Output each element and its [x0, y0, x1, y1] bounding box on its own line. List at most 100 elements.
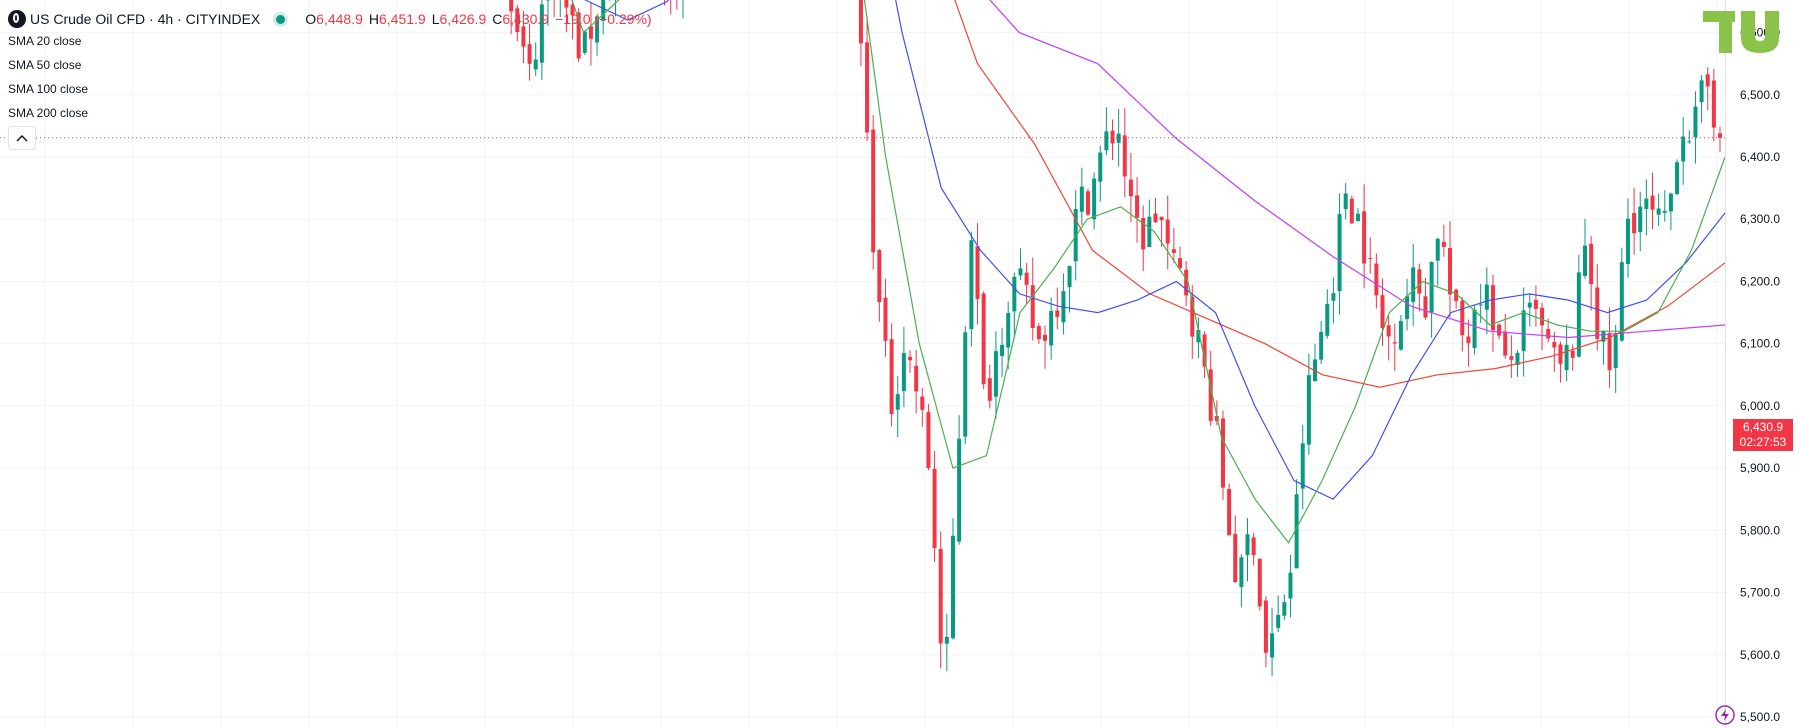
y-tick-label: 5,800.0 — [1740, 523, 1780, 537]
candle-body — [1472, 309, 1477, 348]
candle-body — [1552, 342, 1557, 348]
candle-body — [1220, 418, 1225, 488]
indicator-sma50[interactable]: SMA 50 close — [8, 58, 82, 72]
candle-body — [1325, 304, 1330, 336]
candle-body — [1405, 296, 1410, 319]
candle-body — [1079, 186, 1084, 212]
chevron-up-icon — [16, 134, 28, 142]
candle-body — [1282, 602, 1287, 616]
candle-body — [1699, 80, 1704, 103]
candle-body — [539, 4, 544, 63]
sma200-line — [989, 0, 1726, 339]
candle-body — [871, 129, 876, 253]
candle-body — [564, 0, 569, 8]
sma20-line — [571, 0, 1726, 544]
candle-body — [1632, 213, 1637, 234]
symbol-title[interactable]: US Crude Oil CFD · 4h · CITYINDEX — [30, 11, 261, 27]
candle-body — [1417, 269, 1422, 294]
change-value: −19.0 (−0.29%) — [555, 11, 652, 27]
tradingview-logo — [1703, 11, 1779, 53]
candle-body — [1423, 296, 1428, 318]
candle-body — [1110, 130, 1115, 144]
y-tick-label: 6,300.0 — [1740, 212, 1780, 226]
candle-body — [1711, 80, 1716, 128]
candle-body — [944, 636, 949, 644]
candle-body — [1030, 285, 1035, 329]
candle-body — [895, 394, 900, 410]
candle-body — [1619, 262, 1624, 341]
candle-body — [1662, 210, 1667, 213]
candle-body — [1515, 352, 1520, 365]
candle-body — [1466, 336, 1471, 344]
collapse-legend-button[interactable] — [8, 126, 36, 150]
candle-body — [1540, 307, 1545, 326]
y-tick-label: 5,700.0 — [1740, 586, 1780, 600]
candle-body — [1178, 258, 1183, 269]
candle-body — [1435, 238, 1440, 261]
candle-body — [515, 8, 520, 33]
candle-body — [533, 59, 538, 70]
indicator-sma100[interactable]: SMA 100 close — [8, 82, 89, 96]
candle-body — [1245, 534, 1250, 556]
open-label: O — [305, 11, 317, 27]
candle-body — [595, 16, 600, 43]
candle-body — [1153, 213, 1158, 223]
candle-body — [987, 378, 992, 401]
candle-body — [1448, 248, 1453, 295]
symbol-logo-icon — [8, 10, 26, 28]
lightning-icon[interactable] — [1714, 704, 1736, 726]
candle-body — [1509, 356, 1514, 360]
candle-body — [1693, 106, 1698, 138]
y-tick-label: 5,900.0 — [1740, 461, 1780, 475]
candle-body — [1355, 213, 1360, 222]
last-price-value: 6,430.9 — [1742, 420, 1784, 434]
candle-body — [1398, 321, 1403, 350]
market-open-dot-icon — [276, 14, 286, 24]
high-label: H — [368, 11, 379, 27]
candle-body — [1527, 302, 1532, 308]
candle-body — [932, 468, 937, 549]
close-label: C — [492, 11, 503, 27]
y-tick-label: 6,200.0 — [1740, 274, 1780, 288]
candle-body — [1533, 299, 1538, 309]
candle-body — [1576, 272, 1581, 357]
candle-body — [1270, 633, 1275, 658]
candle-body — [1098, 152, 1103, 182]
candle-body — [601, 0, 606, 21]
candle-body — [1497, 324, 1502, 336]
candle-body — [981, 293, 986, 385]
candle-body — [582, 31, 587, 53]
candle-body — [969, 240, 974, 330]
close-value: 6,430.9 — [502, 11, 550, 27]
candle-body — [1135, 195, 1140, 218]
candle-body — [1055, 310, 1060, 317]
candle-body — [1644, 198, 1649, 209]
candle-body — [1638, 206, 1643, 233]
candle-body — [1478, 304, 1483, 306]
candle-body — [1116, 133, 1121, 143]
candle-body — [901, 353, 906, 392]
candle-body — [1288, 572, 1293, 599]
candle-body — [1625, 218, 1630, 265]
candle-body — [1319, 331, 1324, 360]
candle-body — [1349, 198, 1354, 224]
candle-body — [1386, 325, 1391, 337]
candle-body — [1024, 272, 1029, 285]
candle-body — [1570, 350, 1575, 358]
chart-legend-header: US Crude Oil CFD · 4h · CITYINDEX O 6,448… — [8, 8, 652, 30]
y-tick-label: 6,500.0 — [1740, 88, 1780, 102]
candle-body — [1263, 600, 1268, 653]
candle-body — [1202, 334, 1207, 367]
candle-body — [1521, 310, 1526, 351]
y-tick-label: 6,400.0 — [1740, 150, 1780, 164]
candle-body — [527, 44, 532, 64]
candle-body — [1067, 266, 1072, 288]
y-tick-label: 5,600.0 — [1740, 648, 1780, 662]
candle-body — [1718, 133, 1722, 138]
candle-body — [570, 4, 575, 16]
indicator-sma200[interactable]: SMA 200 close — [8, 106, 89, 120]
candle-body — [1411, 267, 1416, 302]
indicator-sma20[interactable]: SMA 20 close — [8, 34, 82, 48]
candle-body — [588, 26, 593, 39]
